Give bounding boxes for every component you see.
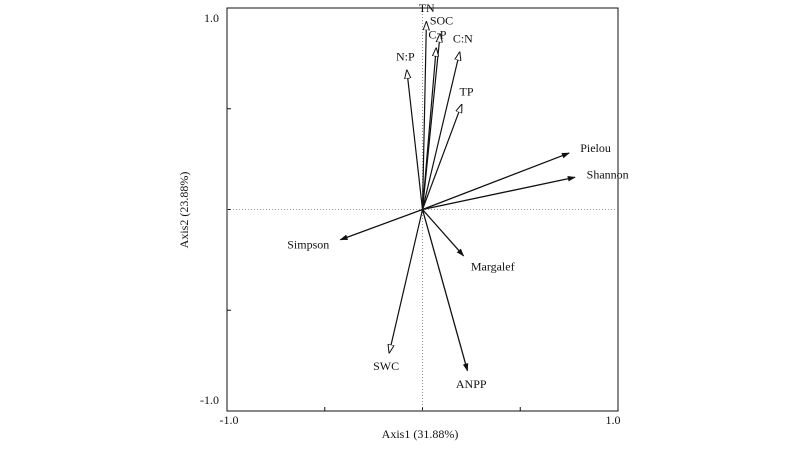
x-tick-label-min: -1.0 xyxy=(220,413,239,427)
vector-label-tp: TP xyxy=(459,85,473,99)
vector-tn xyxy=(421,22,427,210)
y-tick-label-min: -1.0 xyxy=(200,393,219,407)
vector-label-margalef: Margalef xyxy=(471,259,515,273)
vector-pielou xyxy=(422,152,570,211)
vector-c-p xyxy=(421,48,437,210)
vector-label-c-n: C:N xyxy=(453,32,473,46)
vector-shannon xyxy=(422,176,576,211)
vector-tp xyxy=(421,105,462,210)
vector-label-shannon: Shannon xyxy=(587,167,629,181)
vector-n-p xyxy=(407,70,424,210)
y-tick-label-max: 1.0 xyxy=(204,11,219,25)
vector-simpson xyxy=(339,208,423,241)
vector-anpp xyxy=(421,209,469,372)
vector-margalef xyxy=(422,209,465,257)
vector-label-anpp: ANPP xyxy=(456,377,487,391)
vector-label-simpson: Simpson xyxy=(287,238,329,252)
vector-label-soc: SOC xyxy=(430,13,453,27)
vector-swc xyxy=(389,209,424,353)
vector-label-n-p: N:P xyxy=(396,50,415,64)
vector-label-swc: SWC xyxy=(373,359,399,373)
vector-label-c-p: C:P xyxy=(428,27,446,41)
vector-label-tn: TN xyxy=(419,1,435,15)
vector-label-pielou: Pielou xyxy=(580,141,611,155)
x-tick-label-max: 1.0 xyxy=(606,413,621,427)
x-axis-label: Axis1 (31.88%) xyxy=(382,427,459,441)
vector-group xyxy=(339,22,576,372)
y-axis-label: Axis2 (23.88%) xyxy=(177,172,191,249)
vector-c-n xyxy=(421,52,460,210)
